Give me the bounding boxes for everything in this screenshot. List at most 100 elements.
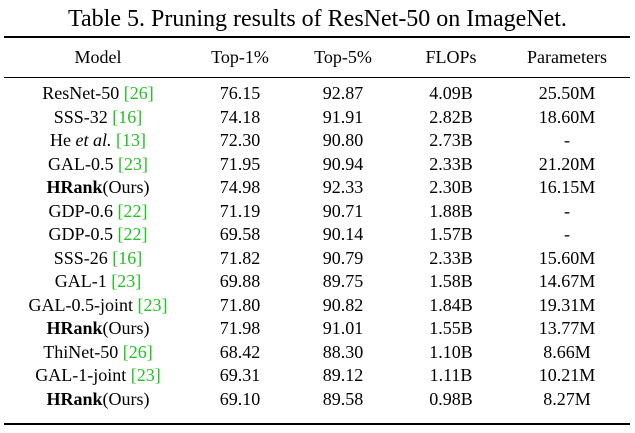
model-cell: GDP-0.5 [22] [4, 223, 192, 247]
top1-cell: 74.18 [219, 106, 261, 127]
model-name: He [50, 130, 71, 150]
citation-link[interactable]: [23] [137, 294, 168, 315]
top1-cell: 72.30 [219, 130, 261, 150]
citation-link[interactable]: [23] [118, 153, 148, 174]
flops-cell: 2.33B [429, 247, 473, 268]
citation-link[interactable]: [22] [117, 224, 148, 244]
top5-cell: 89.58 [322, 388, 364, 409]
top5-cell: 90.82 [322, 294, 364, 315]
citation-link[interactable]: [26] [122, 341, 153, 362]
model-cell: SSS-26 [16] [4, 247, 192, 271]
parameters-cell: 19.31M [538, 294, 596, 315]
flops-cell: 0.98B [429, 388, 473, 409]
top5-cell: 89.12 [322, 365, 364, 385]
top5-cell: 90.94 [322, 153, 364, 174]
top-rule [4, 36, 630, 38]
model-name: GAL-1-joint [35, 365, 127, 385]
model-cell: GAL-0.5 [23] [4, 153, 192, 177]
flops-cell: 1.11B [429, 365, 473, 385]
table-row: He et al. [13] 72.30 90.80 2.73B - [4, 129, 630, 153]
citation-link[interactable]: [26] [123, 83, 154, 103]
model-name: (Ours) [102, 388, 150, 409]
header-flops: FLOPs [425, 46, 477, 67]
top1-cell: 74.98 [219, 177, 261, 197]
model-cell: He et al. [13] [4, 129, 192, 153]
header-model: Model [74, 46, 122, 67]
top5-cell: 92.33 [322, 177, 364, 197]
parameters-cell: 15.60M [538, 247, 596, 268]
top5-cell: 89.75 [322, 271, 364, 291]
top5-cell: 90.79 [322, 247, 364, 268]
model-name: SSS-32 [53, 106, 108, 127]
citation-link[interactable]: [22] [117, 200, 148, 221]
top1-cell: 71.95 [219, 153, 261, 174]
parameters-cell: 8.66M [543, 341, 591, 362]
table-row: ThiNet-50 [26] 68.42 88.30 1.10B 8.66M [4, 341, 630, 365]
citation-link[interactable]: [16] [112, 247, 143, 268]
top5-cell: 88.30 [322, 341, 364, 362]
table-row: GAL-0.5-joint [23] 71.80 90.82 1.84B 19.31M [4, 294, 630, 318]
model-cell: GAL-1-joint [23] [4, 364, 192, 388]
top5-cell: 91.91 [322, 106, 364, 127]
model-cell: HRank(Ours) [4, 317, 192, 341]
parameters-cell: - [564, 130, 570, 150]
table-row: GDP-0.6 [22] 71.19 90.71 1.88B - [4, 200, 630, 224]
header-top1: Top-1% [211, 46, 269, 67]
citation-link[interactable]: [23] [130, 365, 161, 385]
model-cell: GAL-0.5-joint [23] [4, 294, 192, 318]
table-caption: Table 5. Pruning results of ResNet-50 on… [68, 6, 567, 32]
flops-cell: 1.55B [429, 318, 473, 338]
model-name: GDP-0.5 [48, 224, 113, 244]
model-name: SSS-26 [53, 247, 108, 268]
table-row: SSS-32 [16] 74.18 91.91 2.82B 18.60M [4, 106, 630, 130]
parameters-cell: 21.20M [538, 153, 596, 174]
table-row: GAL-1 [23] 69.88 89.75 1.58B 14.67M [4, 270, 630, 294]
top5-cell: 92.87 [322, 83, 364, 103]
flops-cell: 1.58B [429, 271, 473, 291]
model-name: GAL-0.5-joint [28, 294, 133, 315]
model-name: GDP-0.6 [48, 200, 113, 221]
parameters-cell: 14.67M [538, 271, 596, 291]
model-cell: ResNet-50 [26] [4, 76, 192, 106]
model-name-italic: et al. [75, 130, 112, 150]
parameters-cell: - [564, 224, 570, 244]
model-cell: ThiNet-50 [26] [4, 341, 192, 365]
flops-cell: 1.57B [429, 224, 473, 244]
top1-cell: 68.42 [219, 341, 261, 362]
model-cell: GAL-1 [23] [4, 270, 192, 294]
model-name: GAL-0.5 [48, 153, 114, 174]
model-cell: HRank(Ours) [4, 388, 192, 412]
model-cell: SSS-32 [16] [4, 106, 192, 130]
top1-cell: 69.31 [219, 365, 261, 385]
table-row: GAL-1-joint [23] 69.31 89.12 1.11B 10.21M [4, 364, 630, 388]
table-row: HRank(Ours) 74.98 92.33 2.30B 16.15M [4, 176, 630, 200]
parameters-cell: 18.60M [538, 106, 596, 127]
flops-cell: 2.82B [429, 106, 473, 127]
model-name-bold: HRank [46, 318, 103, 338]
flops-cell: 2.33B [429, 153, 473, 174]
header-row: Model Top-1% Top-5% FLOPs Parameters [4, 38, 630, 76]
parameters-cell: 25.50M [538, 83, 596, 103]
flops-cell: 1.88B [429, 200, 473, 221]
citation-link[interactable]: [23] [111, 271, 142, 291]
top5-cell: 91.01 [322, 318, 364, 338]
citation-link[interactable]: [13] [116, 130, 146, 150]
table-body: ResNet-50 [26] 76.15 92.87 4.09B 25.50M SSS-3… [4, 76, 630, 411]
top5-cell: 90.14 [322, 224, 364, 244]
model-name: ThiNet-50 [43, 341, 119, 362]
table-row: ResNet-50 [26] 76.15 92.87 4.09B 25.50M [4, 76, 630, 106]
citation-link[interactable]: [16] [112, 106, 143, 127]
model-cell: HRank(Ours) [4, 176, 192, 200]
model-name-bold: HRank [46, 388, 103, 409]
top5-cell: 90.71 [322, 200, 364, 221]
model-name: (Ours) [102, 177, 150, 197]
flops-cell: 4.09B [429, 83, 473, 103]
parameters-cell: 13.77M [538, 318, 596, 338]
top1-cell: 71.80 [219, 294, 261, 315]
table-row: GDP-0.5 [22] 69.58 90.14 1.57B - [4, 223, 630, 247]
header-rule [4, 77, 630, 78]
flops-cell: 2.73B [429, 130, 473, 150]
flops-cell: 1.10B [429, 341, 473, 362]
top1-cell: 69.10 [219, 388, 261, 409]
table-row: HRank(Ours) 71.98 91.01 1.55B 13.77M [4, 317, 630, 341]
